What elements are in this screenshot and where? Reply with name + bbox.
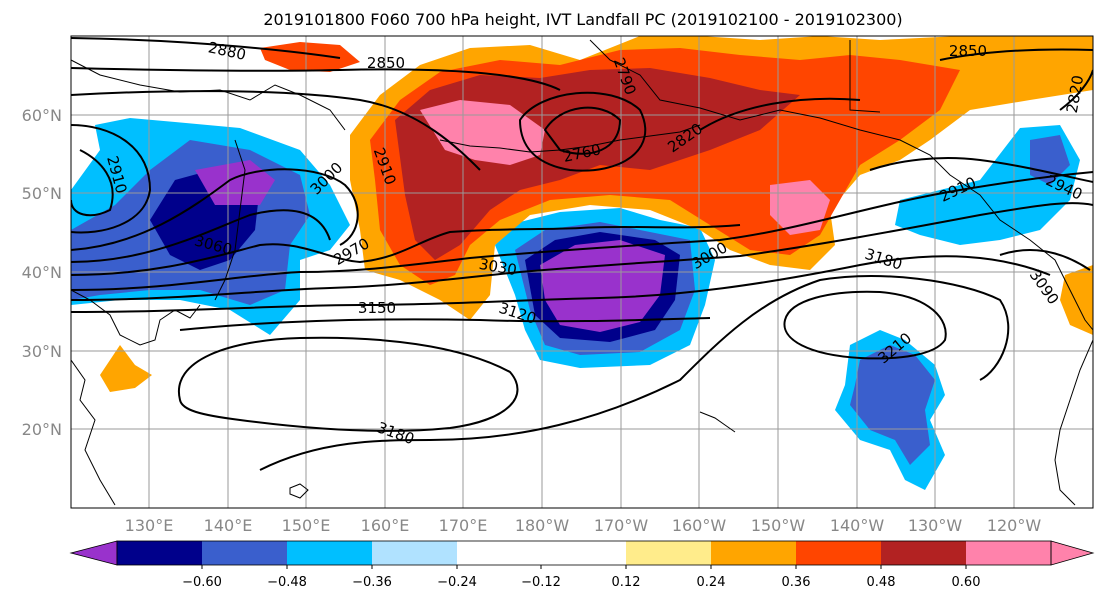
colorbar-swatch (202, 541, 287, 565)
colorbar-swatch (796, 541, 881, 565)
contour-line (699, 97, 861, 131)
coast-island-south (289, 483, 309, 499)
contour-line (71, 224, 741, 276)
contour-line (71, 124, 152, 234)
contour-line (71, 37, 341, 59)
coast-china (71, 359, 116, 506)
colorbar-swatch (287, 541, 372, 565)
colorbar-swatch (117, 541, 202, 565)
contour-label: 3150 (358, 299, 396, 317)
lat-label: 20°N (22, 420, 62, 439)
contour-label: 2850 (367, 54, 405, 72)
ivt-pos-small-north (260, 42, 360, 72)
coast-west-us (1054, 339, 1093, 506)
contour-line (71, 90, 481, 171)
lon-label: 170°W (594, 516, 649, 535)
colorbar-tick-label: −0.60 (182, 575, 222, 590)
contour-line (177, 336, 519, 432)
colorbar-extend-max (1050, 540, 1095, 566)
colorbar-swatch (457, 541, 541, 565)
lon-label: 130°W (908, 516, 963, 535)
contour-label: 2850 (949, 42, 987, 60)
contour-line (999, 249, 1091, 271)
lat-label: 40°N (22, 263, 62, 282)
height-contours (71, 37, 1093, 471)
colorbar-swatch (966, 541, 1051, 565)
contour-line (1059, 69, 1093, 111)
colorbar-ticks (201, 565, 967, 569)
contour-line (783, 290, 947, 360)
lon-label: 120°W (987, 516, 1042, 535)
contour-line (939, 48, 1093, 61)
colorbar-tick-label: −0.48 (267, 575, 307, 590)
lat-label: 30°N (22, 342, 62, 361)
colorbar-swatch (372, 541, 457, 565)
lon-label: 170°E (439, 516, 488, 535)
lon-label: 140°W (830, 516, 885, 535)
coast-alaska-canada (589, 39, 1093, 331)
coast-kamchatka-kurils (214, 139, 246, 301)
contour-line (71, 255, 1051, 313)
colorbar-tick-label: 0.36 (782, 575, 811, 590)
coast-hawaii (699, 411, 736, 433)
coast-aleutians (439, 124, 701, 153)
contour-line (71, 168, 359, 251)
coast-japan-korea (71, 289, 201, 346)
colorbar-swatch (881, 541, 966, 565)
contour-line (71, 67, 561, 91)
lat-label: 50°N (22, 184, 62, 203)
colorbar-swatch (541, 541, 626, 565)
ivt-pos-small-west (100, 345, 152, 392)
colorbar-tick-labels: −0.60 −0.48 −0.36 −0.24 −0.12 0.12 0.24 … (182, 575, 980, 590)
colorbar-tick-label: 0.48 (867, 575, 896, 590)
lon-label: 180°W (515, 516, 570, 535)
colorbar-tick-label: 0.12 (612, 575, 641, 590)
lon-label: 140°E (204, 516, 253, 535)
latitude-labels: 60°N 50°N 40°N 30°N 20°N (22, 106, 62, 439)
longitude-labels: 130°E 140°E 150°E 160°E 170°E 180°W 170°… (125, 516, 1042, 535)
contour-line (71, 171, 1093, 291)
lon-label: 160°W (672, 516, 727, 535)
coast-siberia (71, 59, 346, 131)
colorbar: −0.60 −0.48 −0.36 −0.24 −0.12 0.12 0.24 … (69, 540, 1095, 590)
colorbar-tick-label: −0.12 (521, 575, 561, 590)
border-alaska (849, 40, 881, 113)
contour-line (518, 91, 647, 172)
figure-title: 2019101800 F060 700 hPa height, IVT Land… (263, 10, 902, 29)
lon-label: 150°E (282, 516, 331, 535)
colorbar-swatch (626, 541, 711, 565)
contour-line (259, 275, 1010, 471)
contour-line (543, 106, 622, 155)
ivt-pos-small-east (1060, 265, 1093, 335)
ivt-neg-blue-east (1030, 135, 1070, 185)
colorbar-outline (116, 540, 1052, 566)
map-panel: 2880 2850 2790 2820 2760 2850 2820 2910 … (70, 35, 1094, 509)
coastlines (71, 39, 1093, 506)
ivt-neg-blue-south (850, 345, 935, 465)
contour-line (869, 157, 1093, 183)
colorbar-swatch (711, 541, 796, 565)
colorbar-extend-min (69, 540, 118, 566)
lon-label: 130°E (125, 516, 174, 535)
map-frame (70, 35, 1094, 509)
colorbar-tick-label: 0.60 (952, 575, 981, 590)
ivt-shading (71, 36, 1093, 490)
lon-label: 160°E (361, 516, 410, 535)
ivt-pos-pink-a (420, 100, 545, 165)
contour-line (71, 209, 331, 263)
lon-label: 150°W (751, 516, 806, 535)
colorbar-tick-label: −0.24 (437, 575, 477, 590)
lat-label: 60°N (22, 106, 62, 125)
contour-line (71, 202, 1093, 301)
colorbar-tick-label: 0.24 (697, 575, 726, 590)
contour-line (179, 317, 711, 331)
colorbar-tick-label: −0.36 (352, 575, 392, 590)
contour-line (71, 149, 114, 217)
